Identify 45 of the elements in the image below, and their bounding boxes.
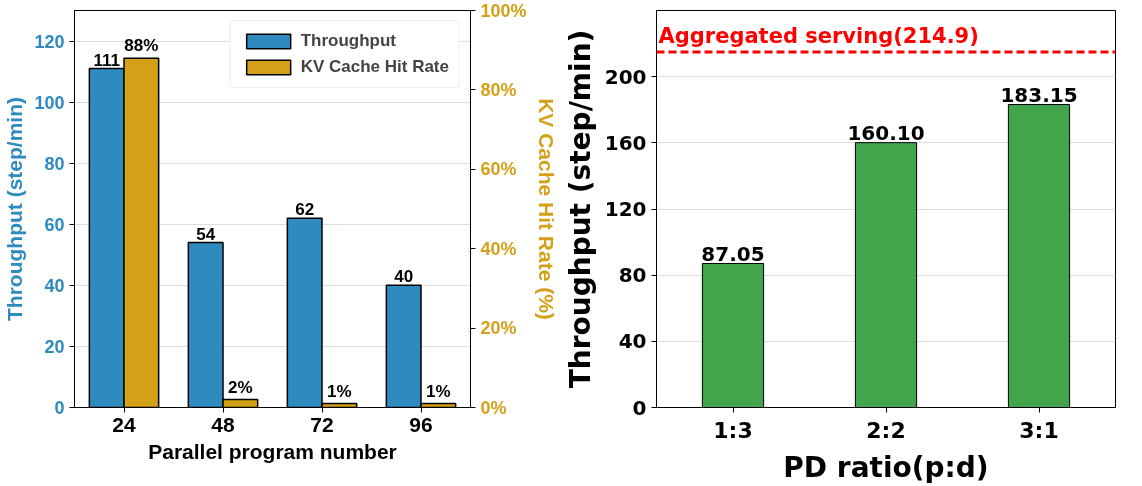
- data-label: 183.15: [1000, 82, 1078, 107]
- y-tick-label: 160: [604, 130, 647, 155]
- x-axis-title: Parallel program number: [148, 439, 397, 463]
- y-axis-title: Throughput (step/min): [3, 97, 27, 321]
- data-label: 87.05: [701, 241, 765, 266]
- data-label: 62: [295, 200, 315, 220]
- y-tick-label: 0: [54, 398, 65, 418]
- data-label: 2%: [228, 377, 253, 397]
- y-tick-label: 40: [44, 275, 65, 296]
- y-axis-title: Throughput (step/min): [563, 29, 597, 389]
- y-tick-label: 60: [44, 214, 65, 235]
- y2-axis-title: KV Cache Hit Rate (%): [534, 98, 558, 320]
- y-tick-label: 200: [604, 64, 647, 89]
- data-label: 88%: [124, 36, 159, 56]
- data-label: 111: [93, 50, 120, 70]
- y2-tick-label: 20%: [480, 318, 517, 339]
- y-tick-label: 20: [44, 336, 65, 357]
- data-label: 40: [394, 267, 414, 287]
- y2-tick-label: 80%: [480, 79, 517, 100]
- x-tick-label: 2:2: [866, 417, 906, 443]
- y2-tick-label: 0%: [480, 397, 507, 418]
- ref-line-label: Aggregated serving(214.9): [658, 24, 979, 49]
- legend-label: KV Cache Hit Rate: [300, 57, 449, 77]
- x-tick-label: 72: [310, 412, 334, 436]
- y-tick-label: 80: [618, 263, 647, 288]
- y2-tick-label: 40%: [480, 238, 517, 259]
- x-tick-label: 48: [211, 412, 235, 436]
- x-axis-title: PD ratio(p:d): [783, 450, 989, 484]
- data-label: 54: [196, 224, 216, 244]
- y2-tick-label: 60%: [480, 159, 517, 180]
- data-label: 1%: [426, 381, 451, 401]
- x-tick-label: 1:3: [713, 417, 753, 443]
- data-label: 1%: [327, 381, 352, 401]
- y2-tick-label: 100%: [480, 0, 527, 21]
- y-tick-label: 40: [618, 329, 647, 354]
- x-tick-label: 96: [409, 412, 433, 436]
- x-tick-label: 3:1: [1019, 417, 1059, 443]
- y-tick-label: 120: [604, 197, 647, 221]
- y-tick-label: 0: [632, 395, 647, 420]
- y-tick-label: 120: [34, 31, 65, 52]
- y-tick-label: 100: [34, 92, 65, 113]
- legend-label: Throughput: [300, 31, 397, 51]
- y-tick-label: 80: [44, 153, 65, 174]
- data-label: 160.10: [847, 120, 925, 145]
- x-tick-label: 24: [112, 412, 136, 436]
